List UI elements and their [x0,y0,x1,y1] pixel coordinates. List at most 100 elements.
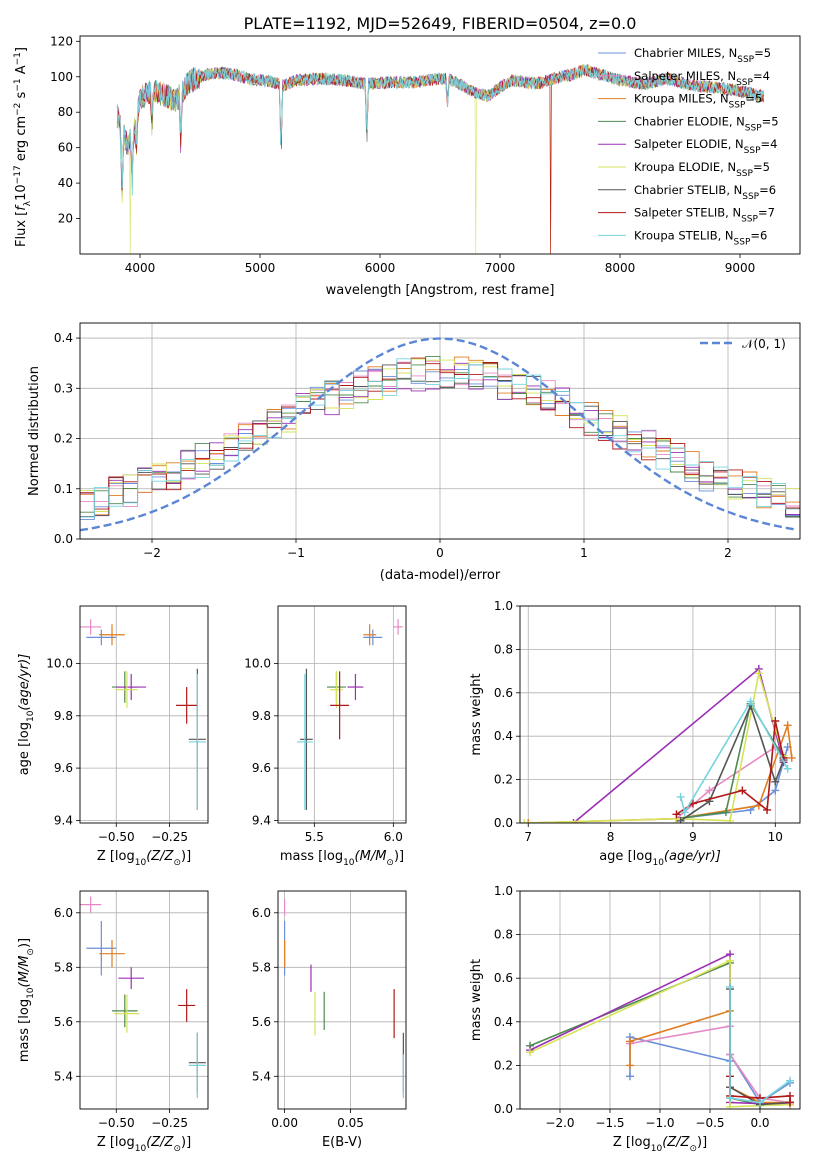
spectrum-legend: Chabrier MILES, NSSP=5 Salpeter MILES, NS… [598,46,779,247]
series-marker [676,816,685,823]
y-axis-label: Normed distribution [27,366,42,496]
y-tick-label: 100 [50,70,73,84]
series-marker [672,810,681,819]
axes-frame [79,890,209,1110]
y-tick-label: 5.4 [54,1069,73,1083]
series-marker [676,792,685,801]
x-tick-label: 7 [524,830,532,844]
y-tick-label: 6.0 [252,906,271,920]
x-axis-label: wavelength [Angstrom, rest frame] [326,283,555,298]
series-line-kroupa-elodie [524,673,785,823]
errorbar-point [118,967,144,990]
errorbar-point [176,687,198,724]
x-tick-label: −1.0 [645,1116,674,1130]
x-tick-label: 8 [607,830,615,844]
y-tick-label: 1.0 [494,884,513,898]
errorbar-point [300,668,313,810]
x-axis-label: (data-model)/error [380,568,501,583]
x-tick-label: 9000 [725,261,756,275]
series-marker [726,982,734,991]
legend-label: Chabrier STELIB, NSSP=6 [634,183,776,202]
errorbar-point [80,896,102,913]
series-line-salpeter-stelib [676,720,785,815]
legend-label: Salpeter MILES, NSSP=4 [634,69,770,88]
y-tick-label: 0.4 [494,1015,513,1029]
series-marker [721,808,730,817]
y-tick-label: 80 [58,105,73,119]
y-tick-label: 1.0 [494,599,513,613]
y-tick-label: 0.0 [494,1102,513,1116]
x-tick-label: 5000 [245,261,276,275]
legend-label: Chabrier MILES, NSSP=5 [634,46,771,65]
series-marker [746,697,755,706]
series-marker [726,816,734,823]
x-tick-label: −2.0 [545,1116,574,1130]
y-tick-label: 10.0 [46,657,73,671]
y-axis-label: mass weight [469,673,484,755]
axes-frame [277,890,407,1110]
y-tick-label: 9.4 [54,813,73,827]
y-tick-label: 0.2 [54,432,73,446]
series-marker [520,819,529,823]
y-tick-label: 20 [58,212,73,226]
series-marker [786,1076,794,1085]
y-tick-label: 0.0 [494,816,513,830]
y-tick-label: 9.4 [252,813,271,827]
x-tick-label: −2 [143,546,161,560]
x-axis-label: mass [log10(M/M⊙)] [280,849,404,868]
axes-mass_vs_ebv: 0.00 0.05 5.4 5.6 5.8 6.0 E(B-V) [252,890,407,1150]
axes-massweight_vs_Z: −2.0 −1.5 −1.0 −0.5 0.0 0.0 0.2 0.4 0.6 0.8 1.0 Z [… [469,884,801,1154]
x-tick-label: 5.5 [305,830,324,844]
y-tick-label: 0.8 [494,928,513,942]
y-tick-label: 120 [50,34,73,48]
series-marker [726,1094,734,1103]
series-marker [787,753,796,762]
errorbar-point [86,629,117,646]
errorbar-point [114,994,140,1033]
errorbar-point [330,671,350,740]
y-axis-label: age [log10(age/yr)] [17,654,36,776]
series-line-kroupa-stelib [679,699,789,815]
errorbar-point [178,989,196,1022]
axes-spectrum: 4000 5000 6000 7000 8000 9000 20 40 60 80 100 120 wa… [13,34,801,298]
series-marker [626,1061,634,1070]
x-tick-label: 7000 [485,261,516,275]
plot-area-mass_vs_Z [80,896,206,1099]
y-tick-label: 40 [58,176,73,190]
errorbar-point [116,673,147,701]
series-marker [783,721,792,730]
series-marker [626,1037,634,1046]
series-marker [771,777,780,786]
axes-massweight_vs_age: 7 8 9 10 0.0 0.2 0.4 0.6 0.8 1.0 age [log10(age/yr… [469,599,801,868]
y-tick-label: 0.6 [494,686,513,700]
y-tick-label: 60 [58,141,73,155]
y-tick-label: 0.3 [54,381,73,395]
y-tick-label: 0.4 [494,729,513,743]
errorbar-point [188,1032,206,1099]
y-tick-label: 0.4 [54,331,73,345]
errorbar-point [112,994,138,1028]
axes-frame [519,605,801,824]
axes-frame [79,322,801,540]
y-tick-label: 9.8 [252,709,271,723]
histogram-chabrier-elodie [80,355,800,539]
y-tick-label: 0.2 [494,773,513,787]
y-tick-label: 0.6 [494,971,513,985]
axes-frame [79,605,209,824]
y-tick-label: 5.4 [252,1069,271,1083]
errorbar-point [188,673,206,810]
plot-area-age_vs_Z [80,619,206,810]
errorbar-point [86,920,117,976]
x-axis-label: age [log10(age/yr)] [599,849,721,868]
errorbar-point [116,671,138,708]
series-marker [738,786,747,795]
x-tick-label: 2 [724,546,732,560]
x-tick-label: 8000 [605,261,636,275]
x-tick-label: 0 [436,546,444,560]
spectrum-line-chabrier-miles [116,66,765,195]
x-tick-label: 0.00 [271,1116,298,1130]
x-tick-label: 6000 [365,261,396,275]
series-marker [524,819,533,823]
series-marker [680,808,689,817]
axes-mass_vs_Z: −0.50 −0.25 5.4 5.6 5.8 6.0 Z [log10(Z/Z⊙)] mas… [17,890,209,1154]
